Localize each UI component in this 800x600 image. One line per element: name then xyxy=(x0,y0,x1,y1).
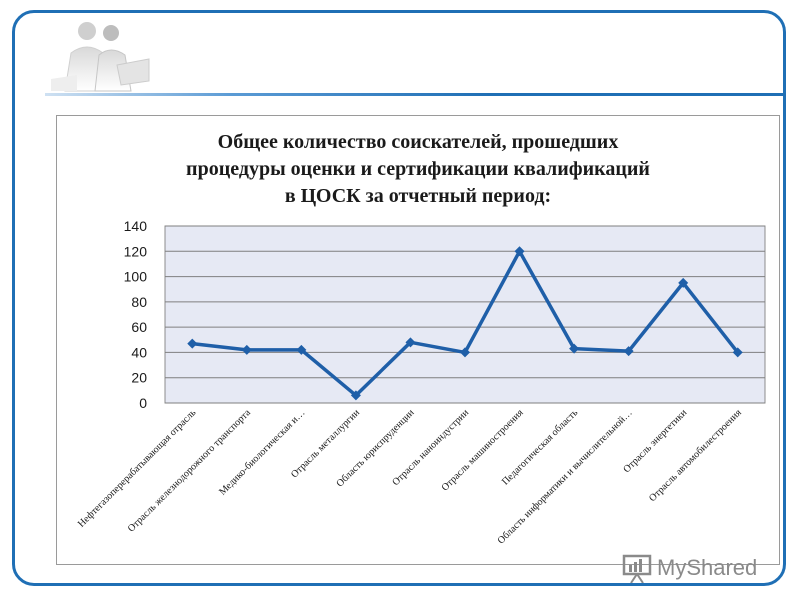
y-tick-label: 100 xyxy=(124,269,148,285)
chart-title-line: процедуры оценки и сертификации квалифик… xyxy=(186,158,650,180)
header-rule xyxy=(45,93,783,96)
watermark-text: MyShared xyxy=(657,555,758,580)
x-tick-label: Отрасль железнодорожного транспорта xyxy=(126,407,253,534)
y-tick-label: 40 xyxy=(131,344,147,360)
business-people-icon xyxy=(51,22,150,92)
data-point xyxy=(241,344,252,355)
data-point xyxy=(569,343,580,354)
data-point xyxy=(350,390,361,401)
y-tick-label: 0 xyxy=(139,395,147,411)
y-axis-ticks: 0 20 40 60 80 100 120 140 xyxy=(124,218,148,411)
chart-title-line: Общее количество соискателей, прошедших xyxy=(218,131,619,153)
y-tick-label: 80 xyxy=(131,294,147,310)
series-markers xyxy=(187,246,743,401)
presentation-board-icon xyxy=(622,554,652,583)
data-point xyxy=(623,346,634,357)
chart-title-line: в ЦОСК за отчетный период: xyxy=(285,185,551,207)
data-point xyxy=(678,277,689,288)
watermark-logo: MyShared xyxy=(621,553,783,583)
x-tick-label: Нефтегазоперерабатывающая отрасль xyxy=(76,407,199,530)
line-chart: Общее количество соискателей, прошедших п… xyxy=(76,131,766,547)
data-point xyxy=(187,338,198,349)
y-tick-label: 140 xyxy=(124,218,148,234)
y-tick-label: 20 xyxy=(131,370,147,386)
y-tick-label: 60 xyxy=(131,319,147,335)
chart-title: Общее количество соискателей, прошедших п… xyxy=(186,131,650,207)
plot-area xyxy=(164,225,766,404)
x-tick-label: Отрасль автомобилестроения xyxy=(647,407,744,504)
data-point xyxy=(296,344,307,355)
chart-frame: Общее количество соискателей, прошедших п… xyxy=(56,115,780,565)
data-point xyxy=(460,347,470,358)
data-point xyxy=(405,337,416,348)
x-axis-ticks: Нефтегазоперерабатывающая отрасльОтрасль… xyxy=(76,407,744,547)
data-point xyxy=(514,246,525,257)
y-tick-label: 120 xyxy=(124,243,148,259)
data-point xyxy=(732,347,743,358)
slide: Общее количество соискателей, прошедших п… xyxy=(12,10,786,586)
